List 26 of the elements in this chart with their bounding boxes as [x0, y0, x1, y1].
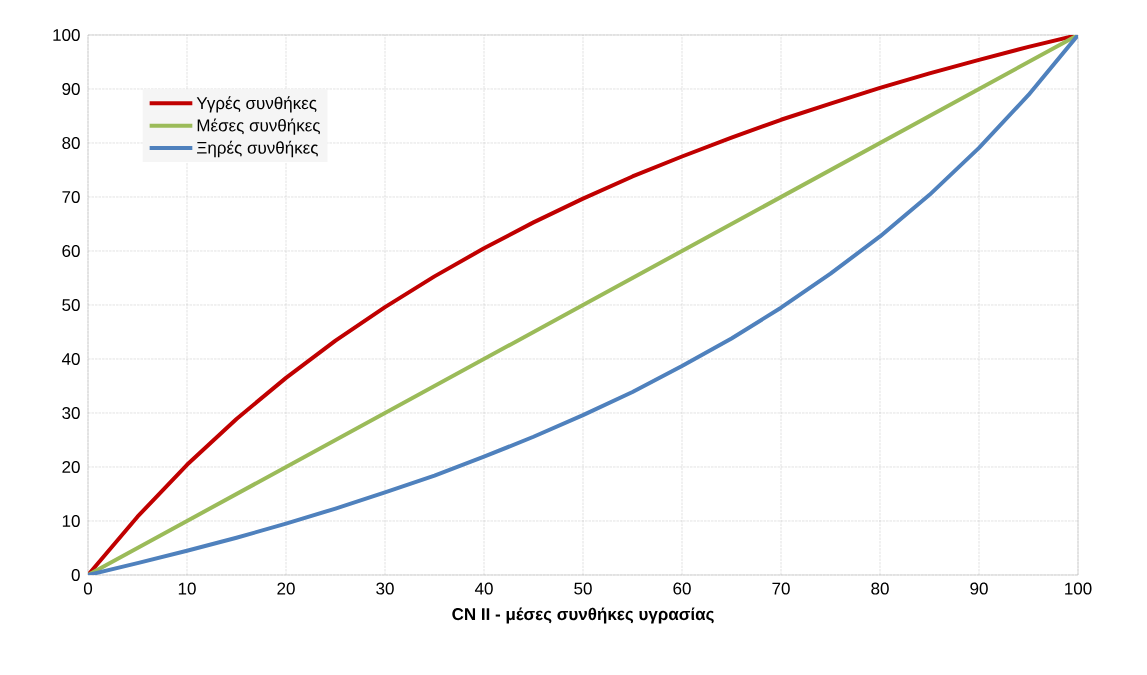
y-tick-label: 90: [62, 82, 80, 96]
x-tick-label: 30: [376, 582, 394, 595]
x-tick-label: 50: [574, 582, 592, 595]
legend-label: Υγρές συνθήκες: [196, 96, 317, 113]
y-tick-label: 50: [62, 298, 80, 312]
y-tick-label: 20: [62, 460, 80, 474]
x-tick-label: 80: [871, 582, 889, 595]
x-axis-title: CN II - μέσες συνθήκες υγρασίας: [452, 607, 714, 624]
x-tick-label: 20: [277, 582, 295, 595]
y-tick-label: 70: [62, 190, 80, 204]
x-tick-label: 60: [673, 582, 691, 595]
y-tick-label: 60: [62, 244, 80, 258]
legend-label: Ξηρές συνθήκες: [197, 140, 318, 158]
y-tick-label: 30: [62, 406, 80, 420]
y-tick-label: 10: [62, 514, 80, 528]
x-tick-label: 90: [970, 582, 988, 595]
x-tick-label: 100: [1065, 582, 1092, 595]
y-tick-label: 40: [61, 352, 80, 366]
x-tick-label: 70: [772, 582, 790, 595]
y-tick-label: 100: [53, 28, 80, 42]
x-tick-label: 40: [474, 582, 493, 595]
legend-label: Μέσες συνθήκες: [197, 118, 320, 135]
x-tick-label: 10: [178, 582, 196, 595]
y-tick-label: 0: [71, 568, 80, 582]
x-tick-label: 0: [83, 582, 93, 595]
y-tick-label: 80: [62, 136, 80, 150]
